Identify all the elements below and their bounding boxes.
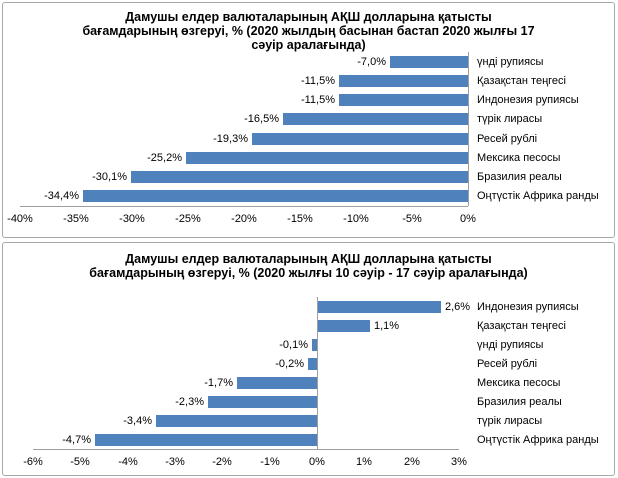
bar	[318, 301, 441, 313]
axis-tick-label: -35%	[63, 213, 89, 225]
axis-tick-label: -4%	[118, 456, 138, 468]
value-label: -2,3%	[175, 396, 204, 408]
bar	[83, 190, 468, 202]
bar	[252, 133, 468, 145]
value-label: -0,1%	[279, 339, 308, 351]
axis-tick-label: -20%	[231, 213, 257, 225]
category-label: Индонезия рупиясы	[477, 94, 579, 106]
axis-tick-label: 1%	[356, 456, 372, 468]
value-label: -11,5%	[300, 75, 335, 87]
value-label: 1,1%	[374, 320, 400, 332]
bar	[308, 358, 317, 370]
category-label: Ресей рублі	[477, 133, 538, 145]
value-label: -7,0%	[357, 56, 386, 68]
bar	[186, 152, 468, 164]
axis-tick-label: -2%	[212, 456, 232, 468]
axis-tick-label: 2%	[404, 456, 420, 468]
axis-tick-label: 3%	[451, 456, 467, 468]
bar	[156, 415, 317, 427]
category-label: Бразилия реалы	[477, 396, 562, 408]
category-label: түрік лирасы	[477, 415, 543, 427]
axis-tick-label: -10%	[343, 213, 369, 225]
value-label: -3,4%	[123, 415, 152, 427]
x-axis-line	[20, 206, 468, 207]
zero-axis-line	[317, 297, 318, 449]
category-label: Ресей рублі	[477, 358, 538, 370]
value-label: -0,2%	[275, 358, 304, 370]
axis-tick-label: -15%	[287, 213, 313, 225]
bar	[339, 75, 468, 87]
chart-plot-area: 2,6% Индонезия рупиясы 1,1% Қазақстан теңге…	[3, 243, 614, 475]
axis-tick-label: -5%	[402, 213, 422, 225]
axis-tick-label: -5%	[70, 456, 90, 468]
category-label: Қазақстан теңгесі	[477, 320, 566, 332]
chart-title: Дамушы елдер валюталарының АҚШ долларына…	[89, 252, 528, 280]
axis-tick-label: 0%	[460, 213, 476, 225]
category-label: түрік лирасы	[477, 113, 543, 125]
category-label: Индонезия рупиясы	[477, 301, 579, 313]
bar	[318, 320, 370, 332]
bar	[208, 396, 317, 408]
value-label: -19,3%	[213, 133, 248, 145]
category-label: Қазақстан теңгесі	[477, 75, 566, 87]
axis-tick-label: -1%	[260, 456, 280, 468]
chart-title: Дамушы елдер валюталарының АҚШ долларына…	[82, 10, 535, 52]
value-label: -4,7%	[62, 434, 91, 446]
bar	[95, 434, 317, 446]
chart-panel-weekly: Дамушы елдер валюталарының АҚШ долларына…	[2, 242, 615, 476]
axis-tick-label: -25%	[175, 213, 201, 225]
bar	[312, 339, 317, 351]
zero-axis-line	[468, 52, 469, 206]
axis-tick-label: -3%	[165, 456, 185, 468]
category-label: Бразилия реалы	[477, 171, 562, 183]
axis-tick-label: -6%	[23, 456, 43, 468]
category-label: үнді рупиясы	[477, 339, 544, 351]
axis-tick-label: 0%	[309, 456, 325, 468]
category-label: Оңтүстік Африка ранды	[477, 434, 599, 446]
bar	[339, 94, 468, 106]
value-label: -34,4%	[44, 190, 79, 202]
bar	[237, 377, 317, 389]
category-label: Оңтүстік Африка ранды	[477, 190, 599, 202]
category-label: Мексика песосы	[477, 152, 561, 164]
value-label: -11,5%	[300, 94, 335, 106]
value-label: -1,7%	[204, 377, 233, 389]
chart-panel-ytd: Дамушы елдер валюталарының АҚШ долларына…	[2, 2, 615, 238]
value-label: -25,2%	[147, 152, 182, 164]
category-label: Мексика песосы	[477, 377, 561, 389]
category-label: үнді рупиясы	[477, 56, 544, 68]
bar	[390, 56, 468, 68]
value-label: 2,6%	[445, 301, 471, 313]
bar	[283, 113, 468, 125]
axis-tick-label: -30%	[119, 213, 145, 225]
value-label: -30,1%	[92, 171, 127, 183]
chart-plot-area: -7,0% үнді рупиясы -11,5% Қазақстан теңгесі…	[3, 3, 614, 237]
x-axis-line	[33, 449, 459, 450]
bar	[131, 171, 468, 183]
axis-tick-label: -40%	[7, 213, 33, 225]
value-label: -16,5%	[244, 113, 279, 125]
